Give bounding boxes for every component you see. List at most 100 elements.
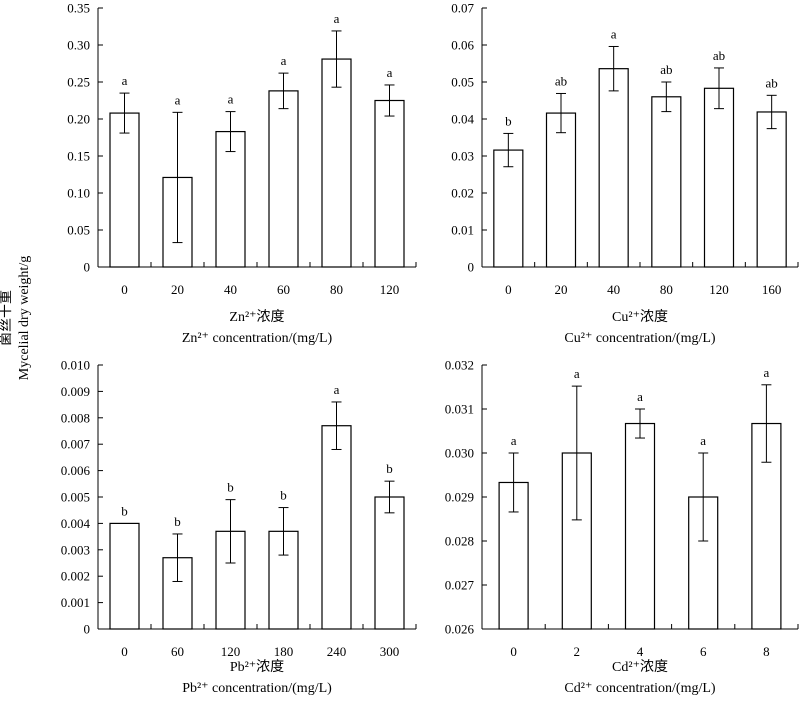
y-tick-label: 0.25 — [67, 75, 90, 90]
chart-panel-cd: 0.026 0.027 0.028 0.029 0.030 0.031 0.032 a 0 a 2 a… — [445, 358, 799, 696]
y-tick-label: 0.007 — [61, 437, 91, 452]
x-tick-label: 20 — [555, 282, 568, 297]
significance-label: a — [764, 365, 770, 380]
bar — [374, 496, 405, 630]
y-tick-label: 0.027 — [445, 578, 475, 593]
bar — [109, 522, 140, 630]
bar — [493, 149, 524, 268]
y-tick-label: 0.006 — [61, 463, 91, 478]
bar — [321, 58, 352, 268]
x-axis-label-cn: Cd²⁺浓度 — [612, 659, 668, 675]
y-tick-label: 0.005 — [61, 490, 90, 505]
significance-label: b — [227, 480, 234, 495]
y-tick-label: 0.04 — [451, 112, 474, 127]
y-tick-label: 0.032 — [445, 358, 474, 373]
significance-label: a — [611, 26, 617, 41]
x-tick-label: 0 — [121, 282, 128, 297]
x-tick-label: 8 — [763, 644, 770, 659]
y-tick-label: 0.06 — [451, 38, 474, 53]
y-tick-label: 0.07 — [451, 1, 474, 16]
x-tick-label: 40 — [224, 282, 237, 297]
x-tick-label: 2 — [574, 644, 581, 659]
significance-label: a — [122, 73, 128, 88]
x-axis-label-cn: Zn²⁺浓度 — [229, 309, 284, 325]
significance-label: a — [387, 65, 393, 80]
y-tick-label: 0 — [468, 260, 475, 275]
significance-label: a — [228, 92, 234, 107]
y-tick-label: 0.03 — [451, 149, 474, 164]
significance-label: b — [386, 461, 393, 476]
significance-label: ab — [713, 48, 725, 63]
significance-label: a — [637, 389, 643, 404]
x-tick-label: 80 — [660, 282, 673, 297]
y-tick-label: 0.05 — [67, 223, 90, 238]
y-tick-label: 0.05 — [451, 75, 474, 90]
x-tick-label: 180 — [274, 644, 294, 659]
bar — [598, 68, 629, 268]
y-tick-label: 0.002 — [61, 569, 90, 584]
significance-label: a — [700, 433, 706, 448]
x-tick-label: 300 — [380, 644, 400, 659]
bar — [374, 99, 405, 268]
x-tick-label: 160 — [762, 282, 782, 297]
bar — [545, 112, 577, 268]
x-axis-label-cn: Cu²⁺浓度 — [612, 309, 668, 325]
significance-label: ab — [555, 73, 567, 88]
y-axis-label-cn: 菌丝干重 — [0, 290, 14, 346]
y-tick-label: 0.029 — [445, 490, 474, 505]
x-tick-label: 60 — [277, 282, 290, 297]
chart-panel-cu: 0 0.01 0.02 0.03 0.04 0.05 0.06 0.07 b 0 ab 20 a 40 ab… — [451, 1, 799, 346]
x-tick-label: 240 — [327, 644, 347, 659]
y-tick-label: 0.009 — [61, 384, 90, 399]
x-tick-label: 4 — [637, 644, 644, 659]
y-tick-label: 0.01 — [451, 223, 474, 238]
significance-label: ab — [766, 75, 778, 90]
x-tick-label: 6 — [700, 644, 707, 659]
significance-label: ab — [660, 62, 672, 77]
x-tick-label: 120 — [221, 644, 241, 659]
y-tick-label: 0.003 — [61, 542, 90, 557]
y-tick-label: 0.02 — [451, 186, 474, 201]
x-axis-label-cn: Pb²⁺浓度 — [230, 659, 284, 675]
y-tick-label: 0.026 — [445, 622, 475, 637]
bar — [268, 90, 299, 268]
y-tick-label: 0.30 — [67, 38, 90, 53]
y-tick-label: 0.010 — [61, 358, 90, 373]
y-tick-label: 0.20 — [67, 112, 90, 127]
bar — [321, 425, 352, 630]
bar — [651, 96, 682, 268]
x-tick-label: 120 — [380, 282, 400, 297]
x-tick-label: 0 — [510, 644, 517, 659]
y-tick-label: 0.008 — [61, 410, 90, 425]
bar — [703, 87, 735, 268]
significance-label: a — [574, 366, 580, 381]
y-tick-label: 0.031 — [445, 402, 474, 417]
y-tick-label: 0 — [84, 622, 91, 637]
significance-label: a — [511, 433, 517, 448]
x-tick-label: 60 — [171, 644, 184, 659]
bar — [756, 111, 787, 268]
x-tick-label: 0 — [505, 282, 512, 297]
significance-label: b — [280, 488, 287, 503]
y-tick-label: 0.028 — [445, 534, 474, 549]
y-tick-label: 0.001 — [61, 595, 90, 610]
x-axis-label-en: Cd²⁺ concentration/(mg/L) — [564, 681, 715, 696]
x-tick-label: 80 — [330, 282, 343, 297]
y-tick-label: 0.030 — [445, 446, 474, 461]
bar — [498, 481, 529, 630]
significance-label: b — [174, 514, 181, 529]
significance-label: a — [281, 53, 287, 68]
x-axis-label-en: Pb²⁺ concentration/(mg/L) — [182, 681, 332, 696]
x-tick-label: 20 — [171, 282, 184, 297]
x-tick-label: 120 — [709, 282, 729, 297]
bar — [624, 422, 656, 630]
y-tick-label: 0.35 — [67, 1, 90, 16]
significance-label: a — [175, 92, 181, 107]
x-tick-label: 0 — [121, 644, 128, 659]
significance-label: a — [334, 11, 340, 26]
x-axis-label-en: Cu²⁺ concentration/(mg/L) — [564, 331, 715, 346]
y-axis-label-en: Mycelial dry weight/g — [17, 256, 32, 380]
significance-label: a — [334, 382, 340, 397]
x-axis-label-en: Zn²⁺ concentration/(mg/L) — [182, 331, 333, 346]
